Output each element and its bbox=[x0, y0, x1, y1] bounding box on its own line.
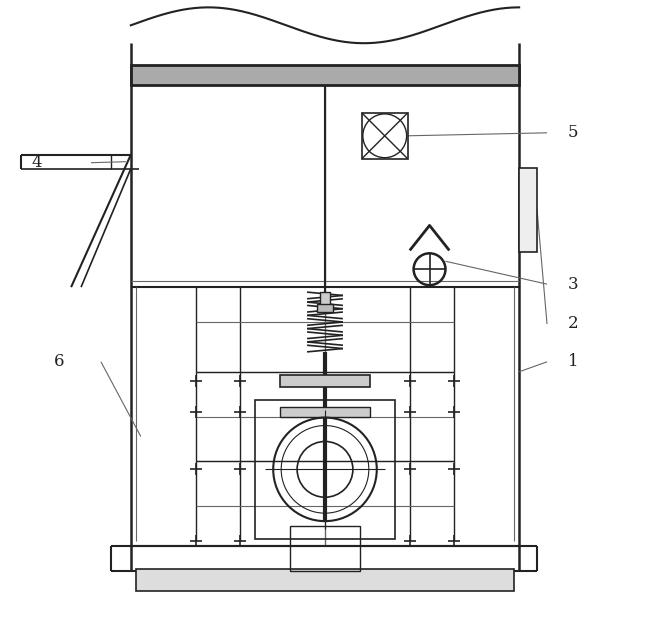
Bar bbox=[320, 292, 330, 306]
Bar bbox=[519, 168, 537, 252]
Text: 6: 6 bbox=[54, 353, 64, 370]
Bar bbox=[280, 375, 370, 386]
Text: 3: 3 bbox=[568, 275, 578, 293]
Text: 4: 4 bbox=[31, 154, 41, 171]
Text: 2: 2 bbox=[568, 315, 578, 333]
Bar bbox=[317, 304, 333, 312]
Bar bbox=[131, 65, 519, 85]
Text: 5: 5 bbox=[568, 125, 578, 141]
Bar bbox=[362, 113, 408, 159]
Bar bbox=[255, 400, 395, 539]
Bar bbox=[290, 526, 360, 571]
Text: 1: 1 bbox=[568, 353, 578, 370]
Bar bbox=[136, 569, 514, 591]
Bar bbox=[280, 406, 370, 417]
